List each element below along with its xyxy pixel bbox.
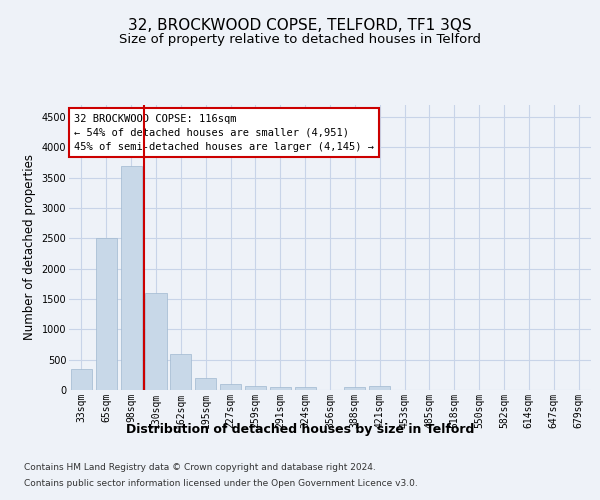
Bar <box>344 387 365 390</box>
Text: Size of property relative to detached houses in Telford: Size of property relative to detached ho… <box>119 32 481 46</box>
Bar <box>121 166 142 390</box>
Text: Distribution of detached houses by size in Telford: Distribution of detached houses by size … <box>126 422 474 436</box>
Bar <box>220 384 241 390</box>
Bar <box>245 386 266 390</box>
Y-axis label: Number of detached properties: Number of detached properties <box>23 154 36 340</box>
Bar <box>195 378 216 390</box>
Bar <box>295 387 316 390</box>
Bar <box>71 369 92 390</box>
Text: 32, BROCKWOOD COPSE, TELFORD, TF1 3QS: 32, BROCKWOOD COPSE, TELFORD, TF1 3QS <box>128 18 472 32</box>
Bar <box>145 293 167 390</box>
Bar <box>170 354 191 390</box>
Bar <box>270 387 291 390</box>
Bar <box>369 386 390 390</box>
Text: Contains HM Land Registry data © Crown copyright and database right 2024.: Contains HM Land Registry data © Crown c… <box>24 462 376 471</box>
Text: 32 BROCKWOOD COPSE: 116sqm
← 54% of detached houses are smaller (4,951)
45% of s: 32 BROCKWOOD COPSE: 116sqm ← 54% of deta… <box>74 114 374 152</box>
Bar <box>96 238 117 390</box>
Text: Contains public sector information licensed under the Open Government Licence v3: Contains public sector information licen… <box>24 479 418 488</box>
